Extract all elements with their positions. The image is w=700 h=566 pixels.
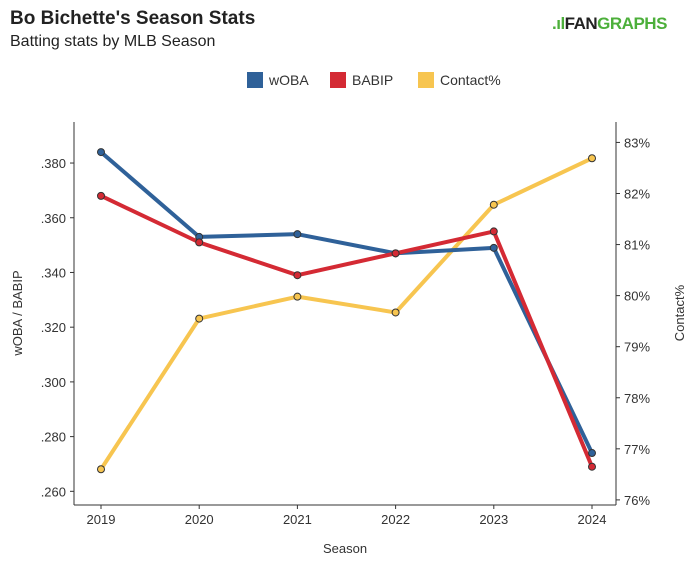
x-tick-label: 2024 [578, 512, 607, 527]
series-line-woba [99, 150, 594, 454]
data-point [293, 292, 302, 301]
data-point [97, 148, 105, 157]
data-point [588, 449, 596, 458]
x-tick-label: 2021 [283, 512, 312, 527]
data-point [489, 243, 498, 252]
data-point [489, 200, 498, 209]
data-point [195, 238, 204, 247]
chart-subtitle: Batting stats by MLB Season [10, 33, 216, 50]
fangraphs-logo: .ılFANGRAPHS [552, 14, 667, 33]
y2-tick-label: 81% [624, 238, 650, 253]
x-tick-label: 2020 [185, 512, 214, 527]
legend-label: BABIP [352, 72, 393, 88]
y2-tick-label: 77% [624, 442, 650, 457]
data-point [588, 154, 596, 163]
y2-tick-label: 80% [624, 289, 650, 304]
data-point [293, 230, 302, 239]
y-tick-label: .260 [41, 484, 66, 499]
x-tick-label: 2023 [479, 512, 508, 527]
data-point [195, 314, 204, 323]
y2-tick-label: 83% [624, 135, 650, 150]
data-point [293, 271, 302, 280]
y2-tick-label: 78% [624, 391, 650, 406]
y2-tick-label: 79% [624, 340, 650, 355]
data-point [489, 227, 498, 236]
legend-label: wOBA [268, 72, 309, 88]
y-axis-label: wOBA / BABIP [10, 270, 25, 356]
x-tick-label: 2019 [87, 512, 116, 527]
legend-swatch-woba [247, 72, 263, 88]
y-tick-label: .380 [41, 156, 66, 171]
legend-label: Contact% [440, 72, 501, 88]
y-tick-label: .320 [41, 320, 66, 335]
data-point [588, 462, 596, 471]
data-point [97, 191, 105, 200]
chart-title: Bo Bichette's Season Stats [10, 8, 256, 29]
series-line-babip [100, 194, 594, 468]
series-line-contact% [99, 156, 593, 471]
y2-tick-label: 82% [624, 186, 650, 201]
y2-tick-label: 76% [624, 493, 650, 508]
x-tick-label: 2022 [381, 512, 410, 527]
x-axis-label: Season [323, 541, 367, 556]
y2-axis-label: Contact% [672, 284, 687, 341]
legend-swatch-contact% [418, 72, 434, 88]
data-point [391, 308, 400, 317]
data-point [391, 249, 400, 258]
legend-swatch-babip [330, 72, 346, 88]
y-tick-label: .360 [41, 211, 66, 226]
y-tick-label: .280 [41, 430, 66, 445]
y-tick-label: .300 [41, 375, 66, 390]
y-tick-label: .340 [41, 265, 66, 280]
data-point [97, 465, 105, 474]
